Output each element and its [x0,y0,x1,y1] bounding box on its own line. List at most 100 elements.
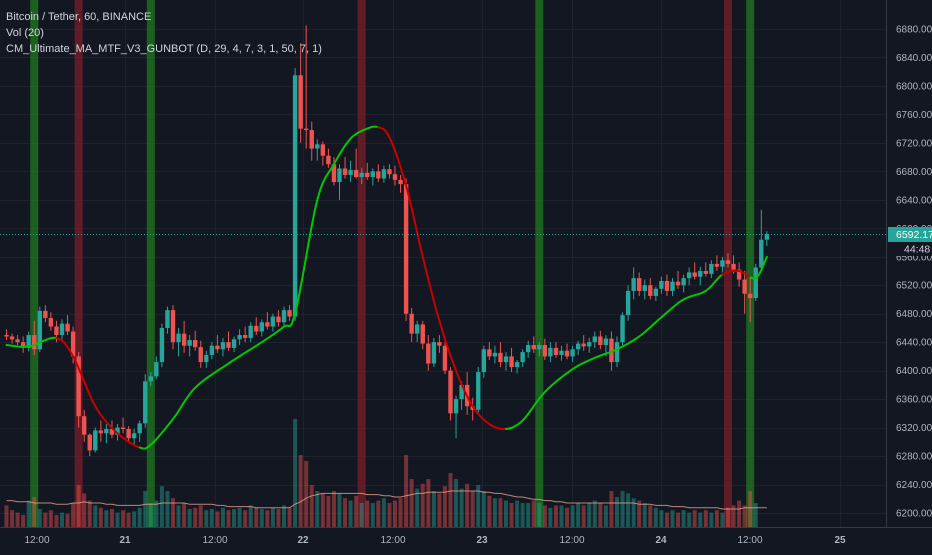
candle-body [764,233,770,240]
price-tick-label: 6800.00 [896,81,932,92]
candle-body [537,345,542,350]
volume-ma-line [6,490,767,510]
volume-bar [204,510,209,527]
legend-symbol[interactable]: Bitcoin / Tether, 60, BINANCE [6,11,152,23]
volume-bar [87,500,92,527]
volume-ma [6,490,767,510]
volume-bar [631,498,636,527]
candle-body [459,384,464,400]
volume-bar [492,498,497,527]
moving-average-line [5,125,768,450]
volume-bar [703,510,708,527]
volume-bar [598,503,603,527]
volume-bar [587,503,592,527]
volume-bar [220,507,225,527]
volume-bar [609,491,614,527]
volume-bar [265,510,270,527]
volume-bar [737,500,742,527]
candle-body [126,429,131,439]
candle-body [137,423,142,434]
volume-bar [481,491,486,527]
volume-bar [420,483,425,527]
time-tick-label: 12:00 [380,535,405,546]
volume-bar [509,503,514,527]
candle-body [170,310,176,343]
volume-bar [209,509,214,527]
signal-bar-up [146,0,155,527]
volume-bar [109,509,114,527]
candle-body [409,313,414,334]
volume-bar [298,455,303,527]
volume-bar [520,503,525,527]
candle-body [326,155,331,165]
ma-segment-down [377,126,507,431]
volume-bar [714,510,719,527]
candle-body [265,322,270,327]
candle-body [431,342,437,364]
candle-body [675,281,681,286]
candle-body [709,263,714,274]
candle-body [37,310,42,350]
candle-body [542,345,548,357]
volume-bar [154,500,159,527]
candle-body [564,350,570,357]
candle-body [609,338,614,363]
candle-body [331,164,337,183]
candle-body [104,429,109,434]
volume-bar [626,493,631,527]
candlesticks [4,25,770,457]
volume-bar [570,505,575,527]
candle-body [736,269,742,280]
volume-bar [692,510,697,527]
volume-bar [293,419,298,527]
volume-bar [642,503,647,527]
signal-bar-up [746,0,755,527]
volume-bar [60,512,64,527]
candle-body [93,430,98,451]
candle-body [720,260,725,267]
candle-body [453,399,459,414]
candle-body [648,285,653,296]
volume-bar [559,505,564,527]
signal-bar-up [30,0,39,527]
candle-body [681,278,686,286]
last-price-badge: 6592.17 [888,227,932,242]
volume-bar [337,493,342,527]
candle-body [481,349,486,373]
candle-body [304,128,309,131]
candle-body [204,354,209,363]
volume-bar [603,505,608,527]
candle-body [514,362,520,368]
candle-body [26,335,31,348]
volume-bar [10,510,15,527]
candle-body [614,342,620,363]
ma-segment-up [138,125,380,450]
time-axis-ticks: 12:00 21 12:00 22 12:00 23 12:00 24 12:00 25 [24,535,846,546]
volume-bar [454,479,459,527]
volume-bar [531,500,536,527]
candle-body [187,340,192,346]
candle-body [692,272,697,277]
candle-body [87,434,92,451]
volume-bar [426,479,431,527]
candle-body [181,333,187,346]
volume-bar [309,485,314,527]
candle-body [15,339,20,343]
price-tick-label: 6840.00 [896,53,932,64]
volume-bar [226,510,231,527]
time-tick-label: 12:00 [202,535,227,546]
candle-body [320,144,326,156]
legend-indicator[interactable]: CM_Ultimate_MA_MTF_V3_GUNBOT (D, 29, 4, … [6,43,322,55]
legend-volume[interactable]: Vol (20) [6,27,44,39]
volume-bar [470,491,475,527]
ma-segment-up [5,336,58,348]
candle-body [281,310,287,323]
candle-body [337,168,342,183]
candle-body [476,372,481,410]
candle-body [176,333,181,343]
candle-body [725,260,731,264]
volume-bar [381,498,386,527]
volume-bar [232,509,237,527]
